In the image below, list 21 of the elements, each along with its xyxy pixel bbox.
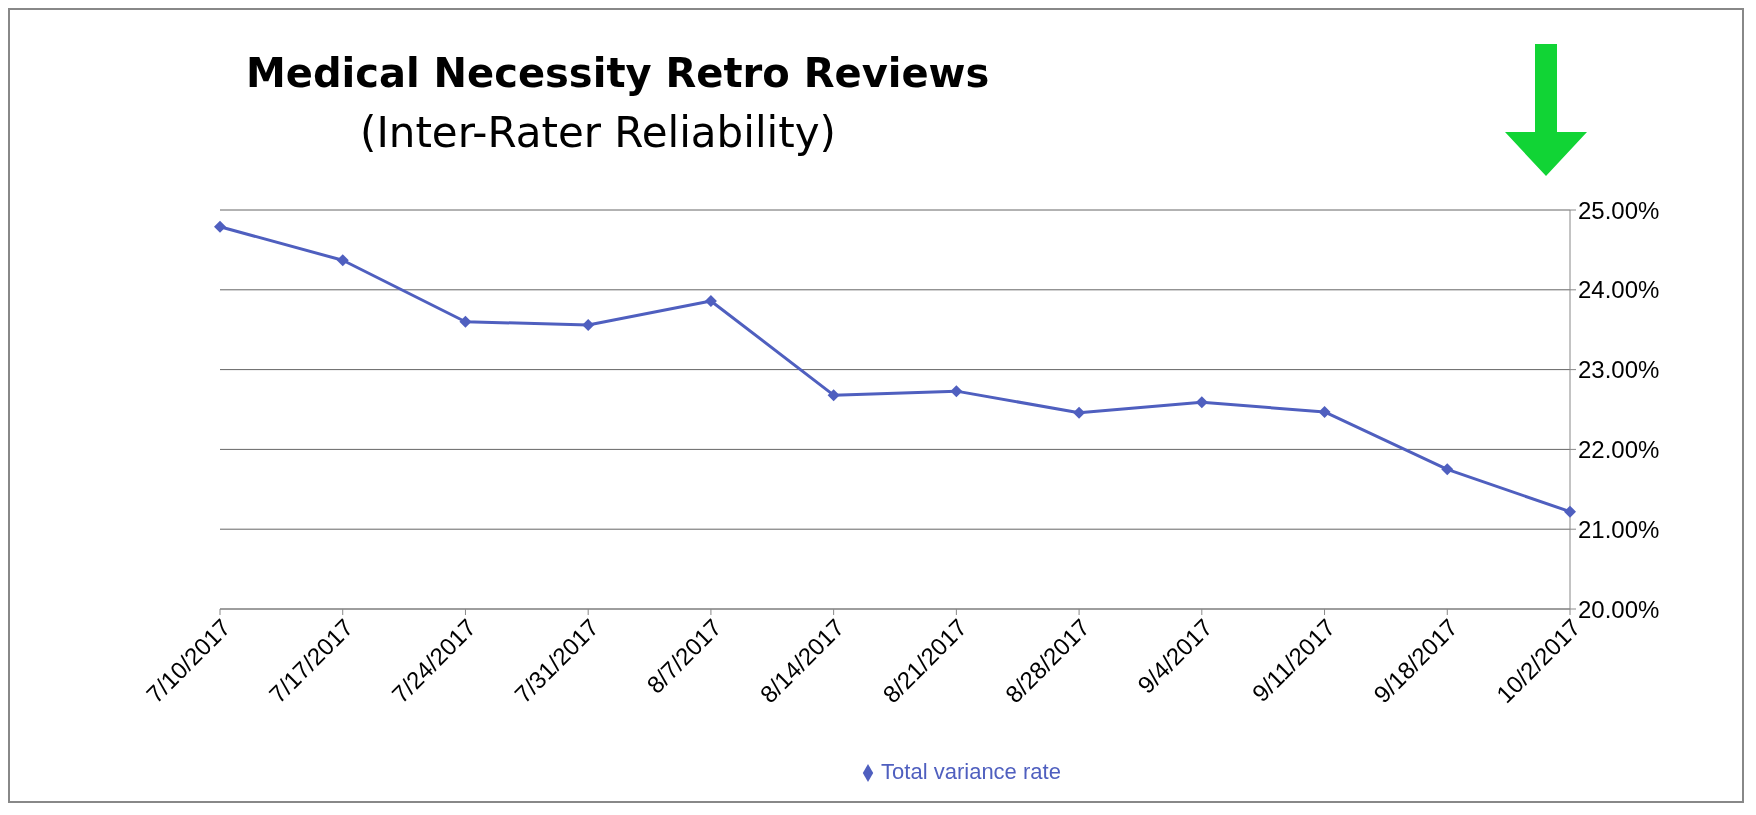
- y-tick-label: 20.00%: [1578, 595, 1660, 623]
- chart-subtitle: (Inter-Rater Reliability): [360, 108, 836, 157]
- point: [459, 315, 472, 328]
- point: [582, 318, 595, 331]
- legend-label: Total variance rate: [881, 759, 1061, 784]
- chart-title: Medical Necessity Retro Reviews: [246, 50, 990, 96]
- point: [704, 294, 717, 307]
- point: [827, 389, 840, 402]
- point: [1441, 463, 1454, 476]
- point: [336, 254, 349, 267]
- point: [950, 385, 963, 398]
- y-tick-label: 25.00%: [1578, 196, 1660, 224]
- y-tick-label: 21.00%: [1578, 515, 1660, 543]
- y-tick-label: 22.00%: [1578, 435, 1660, 463]
- point: [1318, 405, 1331, 418]
- y-tick-label: 24.00%: [1578, 276, 1660, 304]
- point: [1073, 406, 1086, 419]
- point: [1195, 396, 1208, 409]
- y-tick-label: 23.00%: [1578, 356, 1660, 384]
- point: [1564, 505, 1576, 518]
- point: [214, 220, 226, 233]
